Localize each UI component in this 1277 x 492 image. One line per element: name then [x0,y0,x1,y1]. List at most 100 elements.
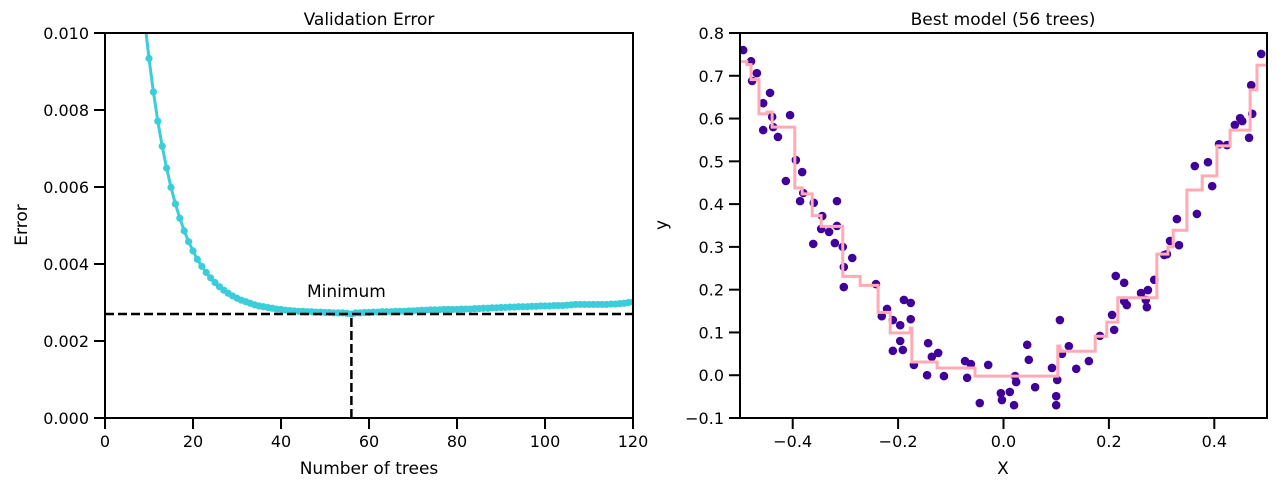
error-point [193,255,201,263]
data-point [1030,382,1040,392]
chart-title: Best model (56 trees) [911,10,1096,30]
data-point [1143,285,1153,295]
data-point [1052,375,1062,385]
data-point [877,311,887,321]
data-point [922,370,932,380]
data-point [899,295,909,305]
y-tick-label: 0.2 [699,281,724,300]
data-point [795,196,805,206]
data-point [1111,271,1121,281]
data-point [797,167,807,177]
y-axis-label: Error [12,204,32,245]
x-tick-label: 120 [618,432,649,451]
y-tick-label: 0.010 [43,24,89,43]
data-point [781,176,791,186]
data-point [773,132,783,142]
x-tick-label: −0.4 [773,432,812,451]
data-point [923,338,933,348]
x-tick-label: 0.4 [1202,432,1227,451]
error-line [144,33,633,316]
data-point [906,314,916,324]
data-point [1009,400,1019,410]
data-point [1024,355,1034,365]
data-point [1256,49,1266,59]
data-point [1190,161,1200,171]
error-point [207,274,215,282]
data-point [1047,363,1057,373]
y-tick-label: 0.004 [43,255,89,274]
data-point [1022,340,1032,350]
x-tick-label: 0 [100,432,110,451]
data-point [785,110,795,120]
y-tick-label: 0.8 [699,24,724,43]
error-point [167,183,175,191]
y-tick-label: 0.1 [699,323,724,342]
y-tick-label: 0.000 [43,409,89,428]
data-point [1192,209,1202,219]
data-point [740,45,748,55]
data-point [1244,133,1254,143]
y-tick-label: 0.002 [43,332,89,351]
error-point [158,142,166,150]
data-point [1122,300,1132,310]
data-point [752,68,762,78]
error-point [185,238,193,246]
x-tick-label: 60 [359,432,379,451]
error-point [180,227,188,235]
prediction-step-line [740,60,1267,378]
error-point [189,247,197,255]
x-axis-label: Number of trees [300,459,439,479]
data-point [1246,80,1256,90]
y-tick-label: 0.7 [699,67,724,86]
y-tick-label: 0.006 [43,178,89,197]
validation-error-chart: Validation Error Number of trees Error 0… [12,10,649,479]
data-point [939,371,949,381]
data-point [895,320,905,330]
y-tick-label: 0.008 [43,101,89,120]
data-point [1107,310,1117,320]
data-point [758,125,768,135]
x-tick-label: 0.2 [1096,432,1121,451]
data-point [824,227,834,237]
data-point [847,253,857,263]
y-tick-label: 0.3 [699,238,724,257]
x-tick-label: 100 [530,432,561,451]
data-point [996,388,1006,398]
axes-frame [104,32,634,419]
data-point [1109,325,1119,335]
x-tick-label: −0.2 [879,432,918,451]
x-tick-label: 0.0 [991,432,1016,451]
data-point [906,298,916,308]
data-point [1142,302,1152,312]
error-point [198,262,206,270]
data-point [1011,377,1021,387]
error-point [176,214,184,222]
error-point [154,117,162,125]
data-point [830,238,840,248]
x-tick-label: 40 [271,432,291,451]
data-point [765,88,775,98]
data-point [1172,214,1182,224]
data-point [839,282,849,292]
best-model-chart: Best model (56 trees) X y −0.4 −0.2 0.0 0.2… [652,10,1268,479]
chart-title: Validation Error [304,10,435,30]
data-point [983,360,993,370]
error-point [149,88,157,96]
data-point [1203,157,1213,167]
data-point [927,352,937,362]
x-axis-label: X [997,459,1009,479]
data-point [933,348,943,358]
data-point [1084,356,1094,366]
data-point [758,98,768,108]
data-point [1055,315,1065,325]
data-point [975,398,985,408]
data-point [997,395,1007,405]
y-tick-label: 0.4 [699,195,724,214]
error-point [202,268,210,277]
x-tick-label: 20 [183,432,203,451]
minimum-annotation: Minimum [307,282,386,302]
y-tick-label: 0.6 [699,110,724,129]
y-tick-label: 0.5 [699,152,724,171]
data-point [1230,120,1240,130]
